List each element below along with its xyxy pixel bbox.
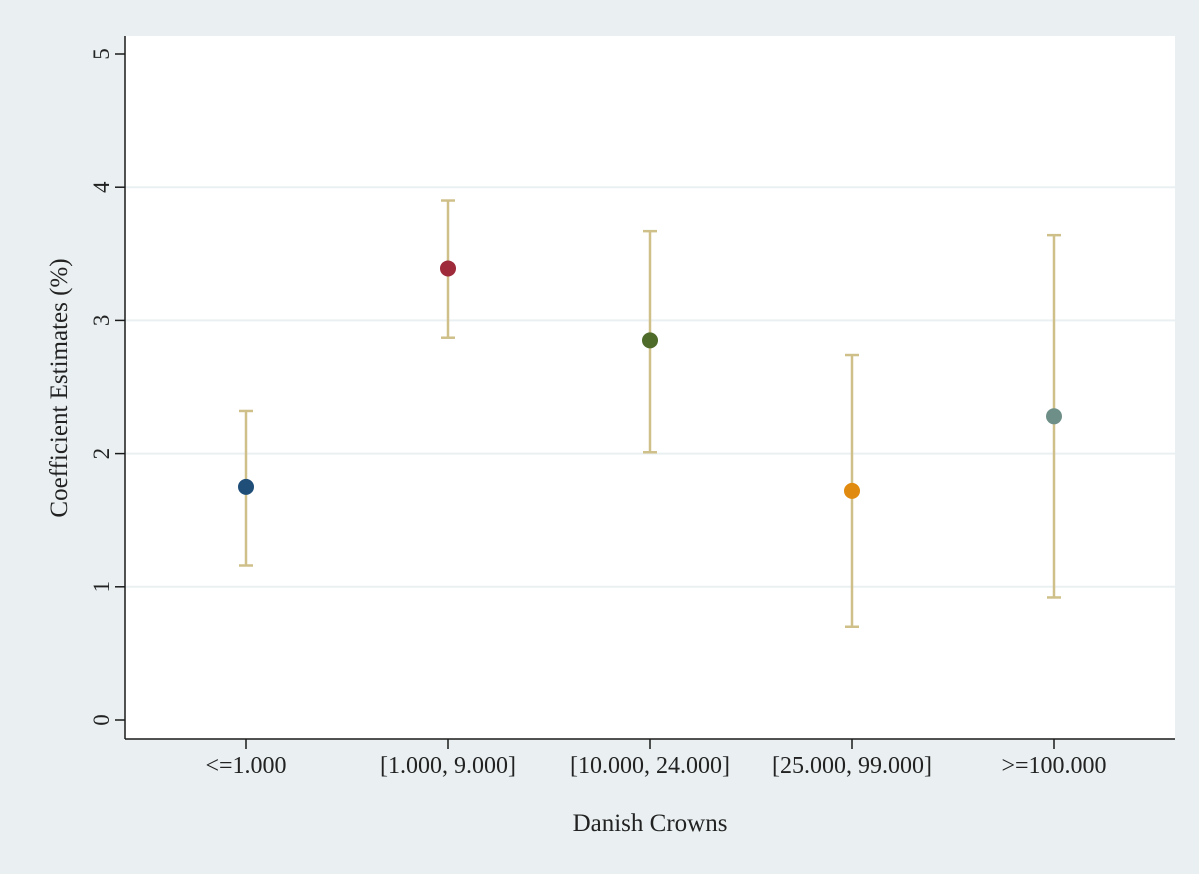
y-tick-label: 4 (89, 181, 114, 193)
y-tick-label: 5 (89, 48, 114, 60)
data-point (1046, 408, 1062, 425)
y-tick-label: 0 (89, 714, 114, 726)
data-point (642, 332, 658, 349)
data-points (238, 260, 1062, 499)
data-point (440, 260, 456, 277)
x-tick-label: <=1.000 (205, 753, 286, 779)
x-tick-label: [25.000, 99.000] (772, 753, 932, 779)
x-tick-label: [1.000, 9.000] (380, 753, 516, 779)
data-point (238, 478, 254, 495)
x-axis: <=1.000 [1.000, 9.000] [10.000, 24.000] [25… (125, 738, 1175, 779)
x-tick-label: [10.000, 24.000] (570, 753, 730, 779)
x-tick-label: >=100.000 (1001, 753, 1106, 779)
y-tick-label: 1 (89, 581, 114, 593)
y-tick-label: 3 (89, 315, 114, 327)
y-axis-title: Coefficient Estimates (%) (46, 258, 73, 517)
x-axis-title: Danish Crowns (573, 810, 728, 837)
y-axis: 0 1 2 3 4 5 (89, 36, 126, 739)
y-tick-label: 2 (89, 448, 114, 460)
data-point (844, 482, 860, 499)
